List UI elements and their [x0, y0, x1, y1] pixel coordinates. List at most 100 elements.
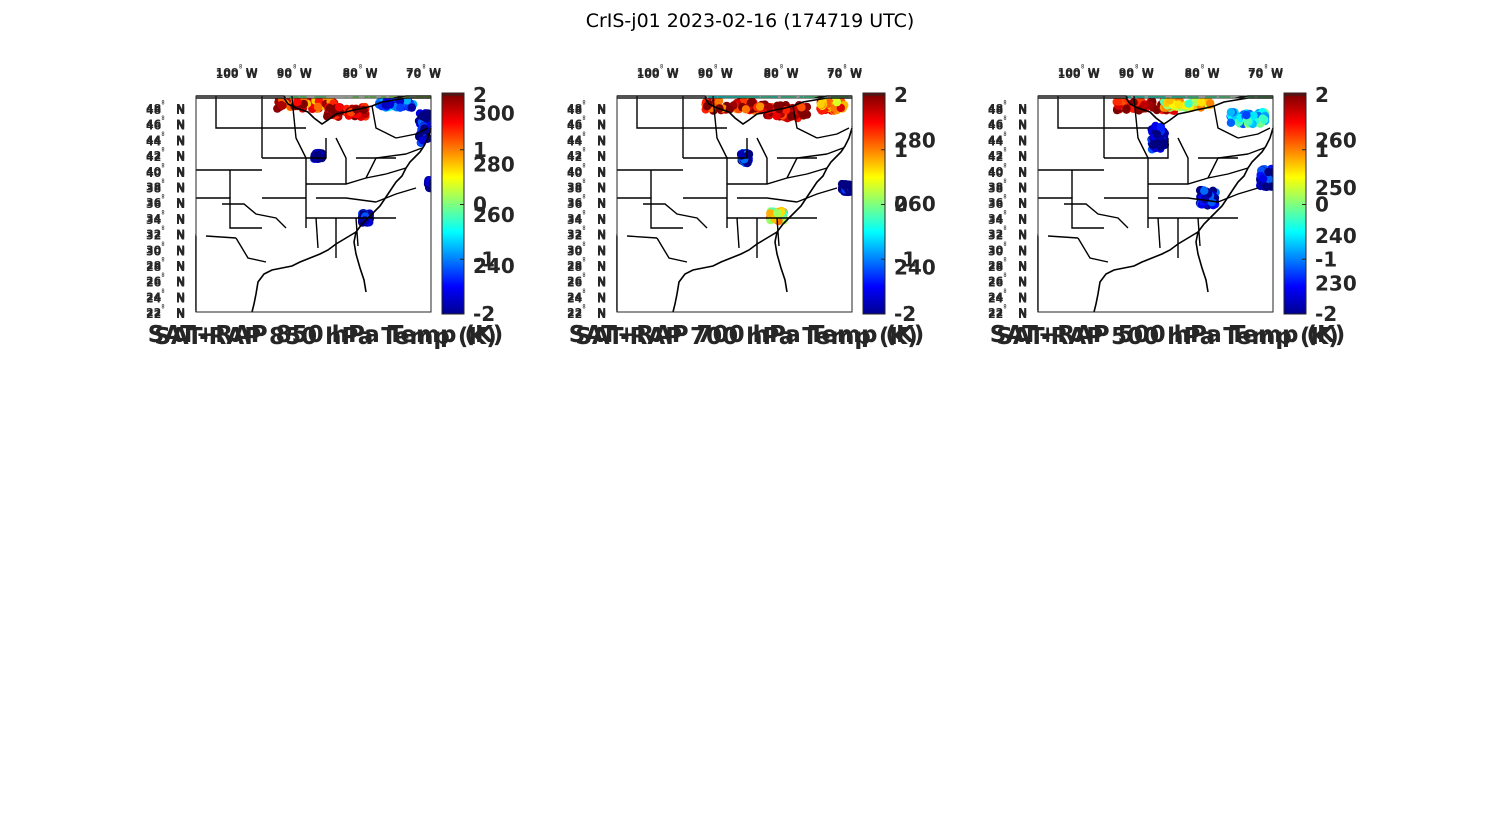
degree-symbol: ° [1003, 162, 1007, 171]
hemisphere-label: N [176, 196, 185, 209]
state-boundary [1227, 167, 1249, 175]
colorbar-tick-label: -1 [1315, 247, 1337, 271]
state-boundary [1148, 173, 1229, 185]
map-area [1037, 97, 1274, 313]
hemisphere-label: N [1018, 308, 1027, 321]
hemisphere-label: N [597, 243, 606, 256]
hemisphere-label: N [597, 275, 606, 288]
data-point [741, 105, 751, 114]
latitude-label: 36 [146, 196, 162, 209]
latitude-label: 32 [567, 230, 582, 243]
panel-sat-rap-diff-850: 100 ° W 90 ° W 80 ° W 70 ° W48 ° N46 ° N44 ° N42 ° N40 ° N38 °… [146, 65, 497, 350]
data-point [1200, 186, 1209, 195]
latitude-label: 38 [988, 181, 1003, 194]
map-background [196, 98, 431, 312]
hemisphere-label: N [1018, 212, 1027, 225]
degree-symbol: ° [293, 65, 297, 74]
degree-symbol: ° [1003, 305, 1007, 314]
latitude-label: 40 [988, 165, 1004, 178]
degree-symbol: ° [293, 63, 297, 72]
degree-symbol: ° [1003, 287, 1007, 296]
panel-label: SAT-RAP 700 hPa Temp (K) [575, 324, 917, 350]
state-boundary [1148, 138, 1169, 159]
data-point [432, 181, 440, 189]
degree-symbol: ° [161, 193, 165, 202]
latitude-label: 28 [146, 261, 161, 274]
hemisphere-label: N [1018, 243, 1027, 256]
data-point [1206, 99, 1215, 108]
data-point [293, 98, 302, 107]
degree-symbol: ° [422, 65, 426, 74]
data-point [1249, 111, 1258, 120]
state-boundary [355, 217, 359, 247]
hemisphere-label: N [176, 102, 185, 115]
degree-symbol: ° [1003, 242, 1007, 251]
map-area [195, 97, 440, 313]
hemisphere-label: N [176, 230, 185, 243]
hemisphere-label: N [597, 259, 606, 272]
longitude-label: 100 [1058, 68, 1081, 81]
hemisphere-label: N [1018, 118, 1027, 131]
hemisphere-label: N [597, 183, 606, 196]
colorbar-tick-label: -1 [894, 247, 916, 271]
state-boundary [316, 197, 377, 203]
colorbar-tick-label: 1 [894, 138, 908, 162]
degree-symbol: ° [582, 180, 586, 189]
longitude-label: 90 [1119, 66, 1135, 79]
degree-symbol: ° [1264, 63, 1268, 72]
hemisphere-label: N [176, 306, 185, 319]
hemisphere-label: W [1271, 68, 1283, 81]
hemisphere-label: N [597, 306, 606, 319]
hemisphere-label: N [176, 151, 185, 164]
state-boundary [736, 217, 740, 249]
data-point [1207, 198, 1216, 207]
hemisphere-label: N [597, 214, 606, 227]
degree-symbol: ° [161, 242, 165, 251]
degree-symbol: ° [1003, 164, 1007, 173]
hemisphere-label: N [1018, 196, 1027, 209]
figure-title: CrIS-j01 2023-02-16 (174719 UTC) [586, 10, 915, 32]
state-boundary [1197, 217, 1201, 247]
degree-symbol: ° [582, 115, 586, 124]
latitude-label: 42 [146, 151, 161, 164]
degree-symbol: ° [582, 164, 586, 173]
hemisphere-label: W [850, 66, 862, 79]
colorbar-tick-label: 260 [894, 192, 936, 216]
data-point [314, 152, 323, 161]
data-point [422, 112, 431, 121]
latitude-label: 30 [567, 245, 583, 258]
state-boundary [806, 167, 828, 175]
hemisphere-label: N [597, 290, 606, 303]
data-point [396, 103, 405, 112]
colorbar-tick-label: 2 [894, 83, 908, 107]
hemisphere-label: W [1208, 66, 1220, 79]
hemisphere-label: N [1018, 133, 1027, 146]
degree-symbol: ° [161, 287, 165, 296]
hemisphere-label: N [597, 308, 606, 321]
degree-symbol: ° [161, 180, 165, 189]
degree-symbol: ° [1003, 272, 1007, 281]
latitude-label: 22 [567, 306, 582, 319]
longitude-label: 100 [637, 68, 660, 81]
state-boundary [306, 138, 327, 159]
data-point [428, 179, 431, 188]
degree-symbol: ° [161, 101, 165, 110]
degree-symbol: ° [1003, 148, 1007, 157]
state-boundary [756, 137, 768, 184]
panel-label: SAT+RAP 700 hPa Temp (K) [569, 322, 925, 348]
data-point [299, 99, 308, 109]
latitude-label: 40 [567, 165, 583, 178]
hemisphere-label: N [176, 104, 185, 117]
latitude-label: 48 [988, 102, 1003, 115]
data-point [1259, 174, 1268, 183]
degree-symbol: ° [582, 305, 586, 314]
data-point [1261, 182, 1270, 191]
latitude-label: 30 [988, 243, 1004, 256]
degree-symbol: ° [161, 162, 165, 171]
longitude-label: 100 [1058, 66, 1081, 79]
hemisphere-label: N [176, 133, 185, 146]
degree-symbol: ° [582, 193, 586, 202]
degree-symbol: ° [161, 99, 165, 108]
hemisphere-label: N [176, 308, 185, 321]
